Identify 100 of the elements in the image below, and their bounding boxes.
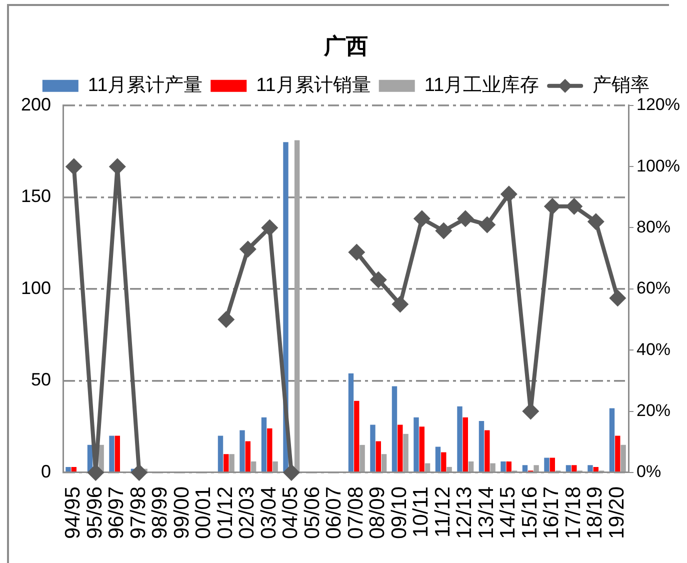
- bar: [66, 466, 71, 472]
- bar: [354, 400, 360, 472]
- x-tick-label: 12/13: [453, 486, 476, 540]
- y-tick-label: 150: [20, 186, 52, 206]
- point: [218, 311, 235, 328]
- y2-tick-label: 0%: [636, 462, 662, 482]
- bar: [376, 441, 381, 472]
- bar: [500, 461, 506, 472]
- bar: [490, 463, 496, 472]
- bar: [566, 465, 572, 472]
- x-tick-label: 00/01: [192, 486, 216, 540]
- bar: [609, 408, 615, 472]
- x-tick-label: 13/14: [474, 486, 498, 540]
- point: [609, 290, 626, 307]
- bar: [109, 436, 114, 472]
- bar: [484, 430, 490, 472]
- bar: [348, 373, 354, 472]
- bar: [615, 436, 620, 472]
- x-tick-label: 14/15: [496, 486, 520, 540]
- bar: [403, 434, 408, 472]
- x-tick-label: 95/96: [83, 486, 106, 540]
- y2-tick-label: 100%: [636, 156, 680, 176]
- point: [544, 198, 561, 215]
- bar: [544, 458, 550, 472]
- bar: [468, 461, 474, 472]
- y-tick-label: 200: [20, 94, 52, 114]
- bar: [506, 461, 512, 472]
- bar: [240, 430, 245, 472]
- x-tick-label: 17/18: [562, 486, 585, 540]
- bar: [294, 140, 300, 472]
- x-tick-label: 98/99: [148, 486, 172, 540]
- bar: [381, 454, 387, 472]
- y2-tick-label: 20%: [636, 400, 671, 420]
- y-tick-label: 50: [31, 370, 52, 390]
- point: [500, 186, 518, 203]
- bar: [218, 436, 224, 472]
- bar: [534, 465, 539, 472]
- point: [348, 244, 366, 261]
- point: [566, 198, 583, 215]
- x-tick-label: 02/03: [236, 486, 259, 540]
- point: [456, 210, 474, 228]
- x-tick-label: 05/06: [300, 486, 324, 540]
- x-tick-label: 19/20: [605, 486, 628, 540]
- legend-label: 11月累计产量: [88, 75, 203, 96]
- bar: [572, 465, 577, 472]
- bar: [522, 465, 528, 472]
- point: [392, 296, 409, 313]
- y-tick-label: 100: [20, 278, 52, 298]
- bar: [370, 424, 376, 472]
- bar: [419, 426, 424, 472]
- x-tick-label: 16/17: [540, 486, 564, 540]
- bar: [114, 436, 120, 472]
- bar: [245, 441, 251, 472]
- bar: [588, 465, 593, 472]
- legend-label: 11月工业库存: [424, 74, 540, 96]
- bar: [250, 461, 256, 472]
- point: [587, 213, 604, 230]
- bar: [620, 444, 626, 472]
- x-tick-label: 09/10: [388, 486, 411, 540]
- bar: [398, 424, 403, 472]
- bar: [424, 463, 430, 472]
- point: [282, 464, 300, 481]
- bar: [446, 466, 452, 472]
- x-tick-label: 07/08: [344, 486, 368, 540]
- point: [261, 219, 278, 236]
- chart-title: 广西: [323, 33, 368, 58]
- point: [435, 222, 452, 240]
- y2-tick-label: 60%: [636, 278, 671, 298]
- x-tick-label: 94/95: [62, 486, 85, 540]
- bar: [224, 454, 229, 472]
- bar: [360, 444, 365, 472]
- bar: [593, 466, 598, 472]
- point: [370, 271, 387, 288]
- x-tick-label: 01/12: [214, 486, 237, 540]
- x-tick-label: 11/12: [431, 486, 454, 538]
- x-tick-label: 04/05: [279, 486, 302, 540]
- x-tick-label: 15/16: [518, 486, 542, 540]
- x-tick-label: 18/19: [584, 486, 607, 540]
- x-tick-label: 96/97: [105, 486, 128, 540]
- x-tick-label: 10/11: [410, 486, 433, 538]
- bar: [71, 466, 77, 472]
- point: [65, 158, 82, 176]
- x-tick-label: 03/04: [257, 486, 280, 540]
- bar: [267, 428, 272, 472]
- bar: [261, 417, 267, 472]
- x-tick-label: 97/98: [126, 486, 150, 540]
- y2-tick-label: 80%: [636, 217, 671, 236]
- y2-tick-label: 120%: [636, 95, 680, 114]
- point: [413, 210, 430, 228]
- bar: [462, 417, 468, 472]
- y2-tick-label: 40%: [636, 340, 671, 359]
- legend-label: 11月累计销量: [256, 75, 371, 96]
- bar: [457, 406, 462, 472]
- y-tick-label: 0: [41, 461, 52, 482]
- x-tick-label: 08/09: [366, 486, 390, 540]
- bar: [441, 452, 446, 472]
- point: [478, 216, 496, 234]
- bar: [478, 421, 484, 472]
- bar: [229, 454, 234, 472]
- x-tick-label: 99/00: [170, 486, 194, 540]
